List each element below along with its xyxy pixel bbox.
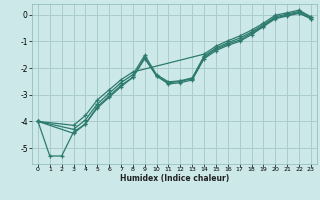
X-axis label: Humidex (Indice chaleur): Humidex (Indice chaleur)	[120, 174, 229, 183]
